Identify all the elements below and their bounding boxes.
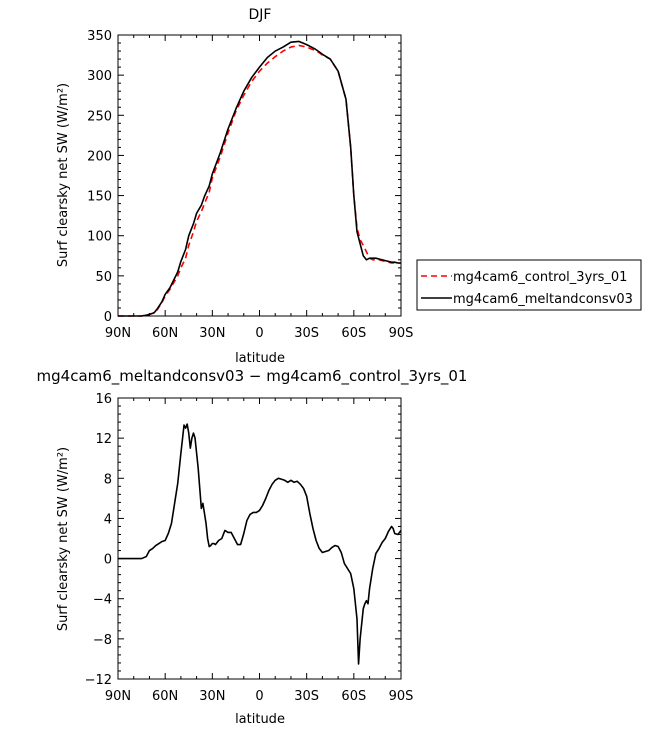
top-x-tick-label: 30S	[294, 326, 319, 341]
bottom-chart-title: mg4cam6_meltandconsv03 − mg4cam6_control…	[37, 367, 468, 386]
bottom-x-tick-label: 0	[255, 689, 263, 704]
top-x-axis-label: latitude	[235, 351, 285, 366]
bottom-y-tick-label: 0	[104, 553, 112, 568]
legend-label-control: mg4cam6_control_3yrs_01	[453, 270, 627, 285]
legend-frame	[416, 259, 642, 311]
bottom-y-tick-label: −4	[93, 593, 112, 608]
bottom-x-axis-label: latitude	[235, 712, 285, 727]
top-y-tick-label: 50	[95, 270, 112, 285]
top-y-tick-label: 250	[87, 109, 112, 124]
bottom-series-line-0	[118, 423, 402, 665]
bottom-x-tick-label: 90S	[389, 689, 414, 704]
bottom-y-tick-label: 8	[104, 472, 112, 487]
bottom-x-tick-label: 30S	[294, 689, 319, 704]
bottom-x-tick-label: 60S	[341, 689, 366, 704]
bottom-y-axis-label: Surf clearsky net SW (W/m²)	[56, 447, 71, 631]
top-panel: DJF latitude Surf clearsky net SW (W/m²)…	[56, 7, 413, 366]
bottom-x-tick-label: 30N	[199, 689, 225, 704]
bottom-x-tick-label: 90N	[105, 689, 131, 704]
bottom-y-tick-label: 4	[104, 512, 112, 527]
top-x-tick-label: 0	[255, 326, 263, 341]
bottom-panel: mg4cam6_meltandconsv03 − mg4cam6_control…	[37, 367, 468, 727]
legend: mg4cam6_control_3yrs_01 mg4cam6_meltandc…	[416, 259, 642, 311]
top-y-tick-label: 200	[87, 149, 112, 164]
top-series-line-0	[118, 44, 401, 317]
top-y-tick-label: 100	[87, 230, 112, 245]
top-x-tick-label: 60N	[152, 326, 178, 341]
top-y-axis-label: Surf clearsky net SW (W/m²)	[56, 83, 71, 267]
bottom-plot-frame	[117, 397, 402, 680]
top-y-tick-label: 300	[87, 69, 112, 84]
legend-label-meltandconsv: mg4cam6_meltandconsv03	[453, 292, 633, 307]
top-series-line-1	[118, 40, 401, 317]
top-x-tick-label: 90N	[105, 326, 131, 341]
bottom-y-tick-label: 16	[95, 392, 112, 407]
bottom-y-tick-label: −12	[85, 673, 112, 688]
bottom-y-tick-label: 12	[95, 432, 112, 447]
top-x-tick-label: 30N	[199, 326, 225, 341]
top-x-tick-label: 90S	[389, 326, 414, 341]
top-plot-frame	[117, 34, 402, 317]
top-y-tick-label: 350	[87, 29, 112, 44]
bottom-y-tick-label: −8	[93, 633, 112, 648]
bottom-x-tick-label: 60N	[152, 689, 178, 704]
top-y-tick-label: 150	[87, 190, 112, 205]
top-y-tick-label: 0	[104, 310, 112, 325]
top-chart-title: DJF	[249, 7, 272, 23]
top-x-tick-label: 60S	[341, 326, 366, 341]
